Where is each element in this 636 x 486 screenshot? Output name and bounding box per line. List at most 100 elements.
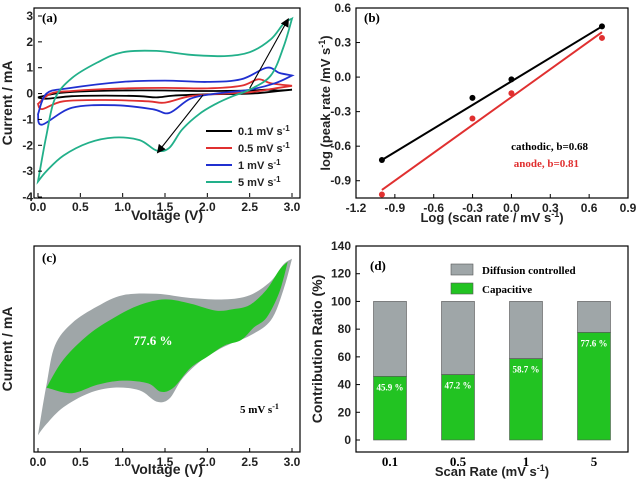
panel-c-scan-label: 5 mV s-1	[240, 402, 279, 416]
panel-b-frame	[355, 7, 629, 199]
panel-c-ticks: 0.0 0.5 1.0 1.5 2.0 2.5 3.0	[30, 448, 301, 469]
panel-b-point	[508, 90, 515, 97]
panel-b-ytick-label: -0.3	[330, 105, 351, 119]
panel-a-ytick-label: -1	[22, 112, 33, 126]
panel-d-ytick-label: 40	[338, 378, 352, 392]
panel-d-bars: 45.9 % 47.2 % 58.7 % 77.6 %	[373, 301, 611, 441]
panel-c-label: (c)	[42, 250, 56, 265]
panel-a-ticks: 0.0 0.5 1.0 1.5 2.0 2.5 3.0 -4 -3 -2 -1 0 1 2 3	[22, 9, 300, 214]
panel-d-ytick-label: 20	[338, 405, 352, 419]
panel-b-ytick-label: -0.9	[330, 174, 351, 188]
panel-a-series	[36, 16, 295, 185]
panel-a-xtick-label: 3.0	[284, 200, 301, 214]
panel-d: (d) 45.9 % 47.2 %58.7 %77.6 % 02040608010…	[309, 239, 629, 479]
panel-d-bar-diffusion	[373, 301, 407, 377]
panel-d-legend-capacitive-swatch	[450, 282, 474, 295]
panel-c: (c) 0.0 0.5 1.0 1.5 2.0 2.5 3.0 77.6 % 5 mV s-…	[0, 245, 301, 477]
panel-b-xtick-label: -1.2	[346, 201, 367, 215]
panel-d-bar-value-label: 45.9 %	[377, 382, 404, 392]
panel-a-arrow	[249, 17, 289, 89]
panel-d-ylabel: Contribution Ratio (%)	[309, 275, 325, 424]
panel-d-xtick-label: 0.1	[382, 454, 398, 469]
panel-d-bar-diffusion	[577, 301, 611, 333]
panel-d-bar-value-label: 77.6 %	[581, 338, 608, 348]
panel-a-xtick-label: 0.5	[72, 200, 89, 214]
panel-d-ytick-label: 0	[344, 433, 351, 447]
panel-b-point	[508, 76, 515, 83]
panel-c-xtick-label: 0.5	[72, 455, 89, 469]
panel-b-series	[378, 23, 605, 198]
panel-c-ylabel: Current / mA	[0, 307, 15, 392]
panel-a-ytick-label: 2	[26, 35, 33, 49]
panel-b-point	[378, 157, 385, 163]
panel-a-arrow	[156, 94, 204, 154]
panel-a-legend-label: 1 mV s-1	[238, 158, 281, 172]
panel-d-xtick-label: 5	[591, 454, 598, 469]
panel-a-ytick-label: -4	[22, 190, 33, 204]
panel-d-ytick-label: 100	[331, 294, 351, 308]
panel-d-ytick-label: 140	[331, 239, 351, 253]
panel-d-xlabel: Scan Rate (mV s-1)	[435, 463, 549, 479]
panel-a-legend-label: 0.5 mV s-1	[238, 141, 290, 155]
panel-b-xtick-label: 0.6	[581, 201, 598, 215]
panel-d-label: (d)	[370, 258, 386, 273]
panel-a-cv-curve	[36, 16, 294, 185]
panel-c-xlabel: Voltage (V)	[131, 461, 203, 477]
panel-a-label: (a)	[42, 10, 57, 25]
panel-b-ticks: -1.2 -0.9 -0.6 -0.3 0.0 0.3 0.6 0.9 -0.9 -0.6 -0.3…	[330, 1, 636, 215]
panel-a-ytick-label: 3	[26, 9, 33, 23]
panel-a-ytick-label: 1	[26, 61, 33, 75]
panel-d-bar-capacitive	[373, 376, 407, 441]
panel-a: (a) 0.0 0.5 1.0 1.5 2.0 2.5 3.0 -4 -3 -2 -1 0 1 2 3 0.…	[0, 7, 301, 223]
panel-b-xtick-label: -0.3	[462, 201, 483, 215]
panel-b-xtick-label: -0.6	[423, 201, 444, 215]
panel-d-bar-capacitive	[577, 332, 611, 441]
panel-a-xtick-label: 1.5	[157, 200, 174, 214]
panel-b-ytick-label: 0.6	[334, 1, 351, 15]
panel-a-xlabel: Voltage (V)	[131, 207, 203, 223]
panel-d-bar-capacitive	[509, 358, 543, 441]
panel-d-ytick-label: 120	[331, 267, 351, 281]
panel-c-xtick-label: 3.0	[284, 455, 301, 469]
panel-a-cv-curve	[37, 66, 295, 126]
panel-d-bar-diffusion	[441, 301, 475, 375]
panel-a-ytick-label: -2	[22, 138, 33, 152]
panel-b-ytick-label: 0.3	[334, 36, 351, 50]
panel-a-cv-curve	[36, 78, 293, 110]
panel-d-bar-diffusion	[509, 301, 543, 359]
panel-c-xtick-label: 2.0	[199, 455, 216, 469]
panel-c-xtick-label: 2.5	[241, 455, 258, 469]
panel-b-xtick-label: -0.9	[385, 201, 406, 215]
panel-d-bar-value-label: 58.7 %	[513, 365, 540, 375]
panel-b-ylabel: log (peak rate /mV s-1)	[317, 35, 333, 170]
panel-b-legend-cathodic: cathodic, b=0.68	[511, 141, 588, 153]
panel-b: (b) -1.2 -0.9 -0.6 -0.3 0.0 0.3 0.6 0.9 -0.9 -0.6…	[317, 1, 636, 225]
panel-c-xtick-label: 1.5	[157, 455, 174, 469]
panel-b-legend-anode: anode, b=0.81	[514, 158, 579, 170]
panel-a-xtick-label: 0.0	[30, 200, 47, 214]
panel-a-xtick-label: 2.5	[241, 200, 258, 214]
panel-b-ytick-label: 0.0	[334, 70, 351, 84]
panel-a-ytick-label: 0	[26, 87, 33, 101]
panel-c-xtick-label: 0.0	[30, 455, 47, 469]
panel-d-xtick-label: 0.5	[450, 454, 467, 469]
panel-b-point	[469, 115, 476, 122]
panel-b-ytick-label: -0.6	[330, 139, 351, 153]
panel-b-label: (b)	[364, 10, 380, 25]
panel-b-xtick-label: 0.9	[620, 201, 636, 215]
panel-b-xlabel: Log (scan rate / mV s-1)	[420, 209, 563, 225]
panel-d-bar-value-label: 47.2 %	[445, 381, 472, 391]
panel-a-legend-label: 5 mV s-1	[238, 175, 281, 189]
panel-b-point	[598, 23, 605, 30]
panel-b-fit-line	[381, 31, 603, 191]
panel-b-point	[469, 94, 476, 101]
panel-a-xtick-label: 1.0	[114, 200, 131, 214]
panel-c-capacitive-area	[46, 261, 288, 394]
panel-a-cv-curve	[37, 88, 293, 100]
panel-d-bar-capacitive	[441, 374, 475, 441]
panel-c-xtick-label: 1.0	[114, 455, 131, 469]
panel-a-ytick-label: -3	[22, 164, 33, 178]
panel-b-xtick-label: 0.3	[542, 201, 559, 215]
panel-a-arrows	[156, 17, 289, 154]
